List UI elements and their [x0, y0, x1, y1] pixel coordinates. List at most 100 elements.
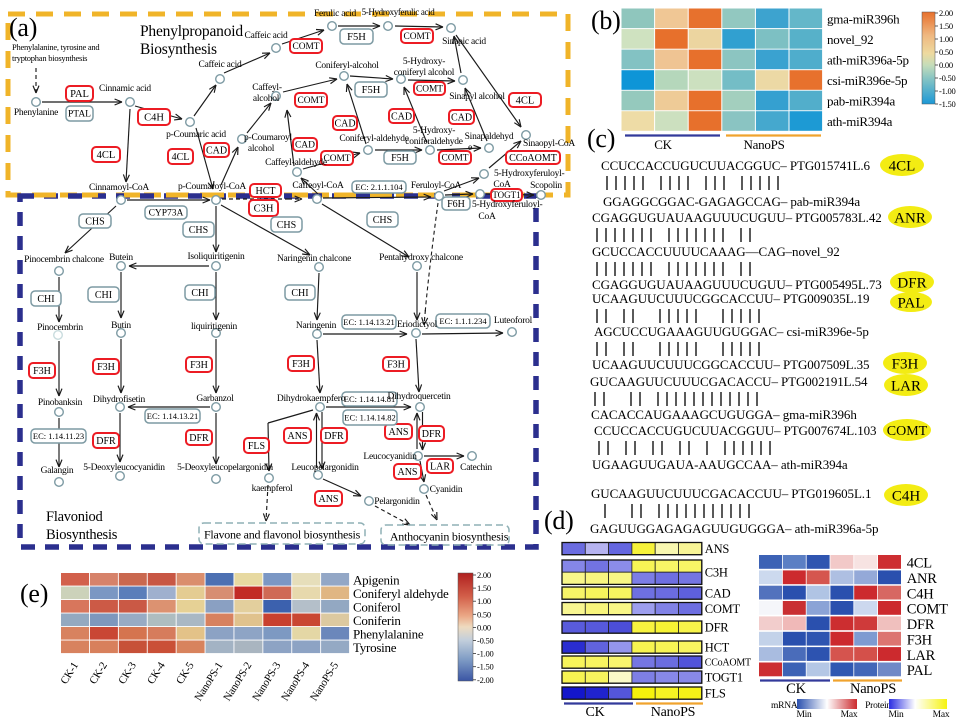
- svg-text:Phenylpropanoid: Phenylpropanoid: [140, 23, 243, 40]
- svg-text:(e): (e): [20, 579, 48, 608]
- svg-text:Cinnamoyl-CoA: Cinnamoyl-CoA: [89, 183, 149, 193]
- svg-text:CK: CK: [654, 137, 672, 152]
- svg-text:Luteoforol: Luteoforol: [494, 315, 533, 326]
- svg-text:NanoPS: NanoPS: [850, 681, 896, 697]
- svg-text:EC: 1.14.11.23: EC: 1.14.11.23: [33, 431, 84, 441]
- svg-text:NanoPS: NanoPS: [651, 705, 695, 719]
- svg-text:CoA: CoA: [478, 212, 496, 222]
- svg-text:CK: CK: [786, 681, 806, 697]
- svg-text:Caffeyl-aldehyde: Caffeyl-aldehyde: [265, 157, 327, 168]
- svg-text:DFR: DFR: [324, 431, 344, 442]
- svg-text:F3H: F3H: [33, 366, 51, 377]
- svg-text:COMT: COMT: [323, 154, 350, 164]
- svg-text:Pentahydroxy chalcone: Pentahydroxy chalcone: [379, 253, 463, 263]
- svg-text:Sinapic acid: Sinapic acid: [442, 37, 486, 47]
- svg-text:GUCAAGUUCUUUCGACACCUU– PTG0196: GUCAAGUUCUUUCGACACCUU– PTG019605L.1: [591, 486, 871, 501]
- svg-text:Phenylalanine, tyrosine and: Phenylalanine, tyrosine and: [12, 42, 100, 52]
- svg-text:5-Hydroxy-: 5-Hydroxy-: [403, 57, 445, 67]
- svg-text:Naringenin chalcone: Naringenin chalcone: [277, 254, 351, 264]
- svg-text:Biosynthesis: Biosynthesis: [140, 41, 217, 58]
- svg-text:0.50: 0.50: [939, 47, 953, 57]
- svg-text:Butin: Butin: [111, 321, 131, 331]
- svg-text:Sinapaldehyd: Sinapaldehyd: [465, 132, 514, 142]
- svg-text:Feruloyl-CoA: Feruloyl-CoA: [411, 181, 462, 191]
- svg-text:CHS: CHS: [189, 225, 208, 236]
- svg-text:Max: Max: [841, 710, 858, 719]
- svg-text:(a): (a): [9, 13, 37, 42]
- svg-text:DFR: DFR: [96, 436, 116, 447]
- svg-text:CCUCCACCUGUCUUACGGUU– PTG00767: CCUCCACCUGUCUUACGGUU– PTG007674L.103: [594, 423, 876, 438]
- svg-text:F3H: F3H: [892, 356, 919, 372]
- svg-text:CAD: CAD: [206, 145, 227, 156]
- svg-text:F3H: F3H: [292, 359, 310, 370]
- svg-text:PAL: PAL: [70, 89, 89, 100]
- svg-text:F5H: F5H: [391, 153, 409, 164]
- svg-text:EC: 1.1.1.234: EC: 1.1.1.234: [439, 316, 487, 326]
- svg-text:coniferyl alcohol: coniferyl alcohol: [394, 67, 455, 78]
- svg-text:CCoAOMT: CCoAOMT: [705, 658, 751, 669]
- svg-text:PAL: PAL: [898, 295, 925, 311]
- svg-text:1.00: 1.00: [477, 596, 491, 606]
- svg-text:EC: 1.14.13.21: EC: 1.14.13.21: [343, 317, 394, 327]
- svg-text:2.00: 2.00: [939, 8, 953, 18]
- svg-text:CAD: CAD: [391, 111, 412, 122]
- svg-text:GCUCCACCUUUUCAAAG—CAG–novel_92: GCUCCACCUUUUCAAAG—CAG–novel_92: [592, 244, 840, 259]
- svg-text:Anthocyanin biosynthesis: Anthocyanin biosynthesis: [390, 530, 509, 544]
- svg-text:Min: Min: [888, 710, 904, 719]
- svg-text:F6H: F6H: [447, 199, 465, 210]
- svg-text:Scopolin: Scopolin: [530, 181, 562, 191]
- svg-text:CHI: CHI: [191, 288, 208, 299]
- svg-text:UCAAGUUCUUUCGGCACCUU– PTG0090: UCAAGUUCUUUCGGCACCUU– PTG009035L.19: [592, 291, 869, 306]
- svg-text:1.00: 1.00: [939, 34, 953, 44]
- svg-text:-1.50: -1.50: [477, 662, 493, 672]
- svg-text:CCUCCACCUGUCUUACGGUC– PTG01574: CCUCCACCUGUCUUACGGUC– PTG015741L.6: [601, 158, 871, 173]
- svg-text:CHS: CHS: [373, 215, 392, 226]
- svg-text:Isoliquiritigenin: Isoliquiritigenin: [188, 252, 245, 262]
- svg-text:5-Hydroxy-: 5-Hydroxy-: [413, 126, 455, 136]
- svg-text:Coniferyl-aldehyde: Coniferyl-aldehyde: [339, 133, 408, 144]
- svg-text:0.00: 0.00: [939, 60, 953, 70]
- svg-text:ANS: ANS: [397, 467, 417, 478]
- svg-text:csi-miR396e-5p: csi-miR396e-5p: [827, 73, 907, 88]
- svg-text:COMT: COMT: [403, 32, 430, 42]
- svg-text:liquiritigenin: liquiritigenin: [191, 322, 238, 332]
- svg-text:COMT: COMT: [416, 85, 443, 95]
- svg-text:-1.50: -1.50: [939, 99, 955, 109]
- svg-text:UCAAGUUCUUUCGGCACCUU– PTG00750: UCAAGUUCUUUCGGCACCUU– PTG007509L.35: [592, 357, 869, 372]
- svg-text:PAL: PAL: [907, 663, 932, 679]
- svg-text:Dihydroquercetin: Dihydroquercetin: [387, 392, 451, 402]
- svg-text:ANS: ANS: [705, 542, 730, 556]
- svg-text:p-Coumaroyl: p-Coumaroyl: [244, 133, 293, 143]
- svg-text:CHS: CHS: [85, 216, 104, 227]
- svg-text:Sinapyl alcohol: Sinapyl alcohol: [449, 92, 505, 102]
- svg-text:CoA: CoA: [493, 180, 511, 190]
- svg-text:4CL: 4CL: [516, 96, 535, 107]
- svg-text:Galangin: Galangin: [41, 466, 74, 476]
- svg-text:CHI: CHI: [95, 290, 112, 301]
- svg-text:CCoAOMT: CCoAOMT: [509, 153, 557, 164]
- svg-text:Max: Max: [933, 710, 950, 719]
- svg-text:COMT: COMT: [292, 42, 319, 52]
- svg-text:UGAAGUUGAUA-AAUGCCAA– ath-miR3: UGAAGUUGAUA-AAUGCCAA– ath-miR394a: [592, 457, 848, 472]
- svg-text:CYP73A: CYP73A: [149, 209, 184, 219]
- svg-text:ANR: ANR: [907, 571, 937, 587]
- svg-text:LAR: LAR: [907, 648, 936, 664]
- svg-text:HCT: HCT: [256, 186, 276, 197]
- svg-text:EC: 1.14.13.21: EC: 1.14.13.21: [147, 411, 198, 421]
- svg-text:COMT: COMT: [297, 96, 324, 106]
- svg-text:4CL: 4CL: [97, 150, 116, 161]
- svg-text:COMT: COMT: [441, 154, 468, 164]
- svg-text:DFR: DFR: [907, 617, 935, 633]
- svg-text:ANS: ANS: [318, 494, 338, 505]
- svg-text:ANR: ANR: [894, 210, 926, 226]
- svg-text:1.50: 1.50: [939, 21, 953, 31]
- svg-text:Tyrosine: Tyrosine: [353, 640, 397, 655]
- svg-text:(b): (b): [591, 6, 621, 35]
- svg-text:DFR: DFR: [189, 433, 209, 444]
- svg-text:Caffeoyl-CoA: Caffeoyl-CoA: [292, 180, 344, 191]
- svg-text:F3H: F3H: [907, 632, 933, 648]
- svg-text:4CL: 4CL: [172, 152, 190, 163]
- svg-text:-0.50: -0.50: [477, 636, 493, 646]
- svg-text:alcohol: alcohol: [248, 144, 275, 154]
- svg-text:CAD: CAD: [451, 112, 472, 123]
